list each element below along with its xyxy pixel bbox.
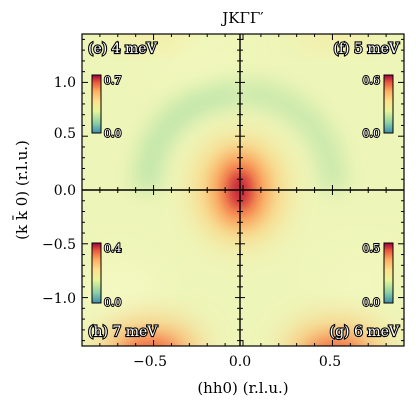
y-tick-label: 0.0 bbox=[54, 183, 76, 199]
x-tick-label: 0.0 bbox=[229, 354, 251, 370]
x-axis-label: (hh0) (r.l.u.) bbox=[197, 379, 288, 397]
panel-label-g: (g) 6 meV bbox=[330, 324, 400, 340]
colorbar-max: 0.7 bbox=[104, 74, 122, 87]
colorbar-max: 0.5 bbox=[363, 242, 381, 255]
ring-panel-e bbox=[132, 78, 241, 191]
colorbar-max: 0.6 bbox=[363, 74, 381, 87]
panel-label-h: (h) 7 meV bbox=[88, 324, 158, 340]
colorbar-min: 0.0 bbox=[363, 127, 381, 140]
colorbar-max: 0.4 bbox=[104, 242, 122, 255]
colorbar-e: 0.7 0.0 bbox=[91, 73, 123, 141]
panel-label-e: (e) 4 meV bbox=[88, 41, 158, 57]
y-tick-label: −0.5 bbox=[42, 237, 76, 253]
colorbar-f: 0.6 0.0 bbox=[362, 73, 394, 141]
chart-title: JKΓΓ′ bbox=[220, 9, 264, 27]
y-tick-labels: 1.0 0.5 0.0 −0.5 −1.0 bbox=[42, 75, 76, 307]
y-tick-label: −1.0 bbox=[42, 291, 76, 307]
colorbar-min: 0.0 bbox=[363, 296, 381, 309]
bottom-right-peak bbox=[287, 322, 385, 346]
bottom-left-peak bbox=[101, 322, 199, 346]
colorbar-g: 0.5 0.0 bbox=[362, 241, 394, 310]
y-axis-label: (k k̄ 0) (r.l.u.) bbox=[13, 140, 31, 240]
x-tick-labels: −0.5 0.0 0.5 bbox=[133, 354, 341, 370]
colorbar-min: 0.0 bbox=[104, 127, 122, 140]
ring-panel-f bbox=[239, 78, 348, 191]
panel-label-f: (f) 5 meV bbox=[333, 41, 399, 57]
colorbar-h: 0.4 0.0 bbox=[91, 241, 123, 310]
y-tick-label: 0.5 bbox=[54, 126, 76, 142]
axis-ticks bbox=[82, 34, 404, 346]
x-tick-label: 0.5 bbox=[319, 354, 341, 370]
x-tick-label: −0.5 bbox=[133, 354, 167, 370]
colorbar-min: 0.0 bbox=[104, 296, 122, 309]
y-tick-label: 1.0 bbox=[54, 75, 76, 91]
